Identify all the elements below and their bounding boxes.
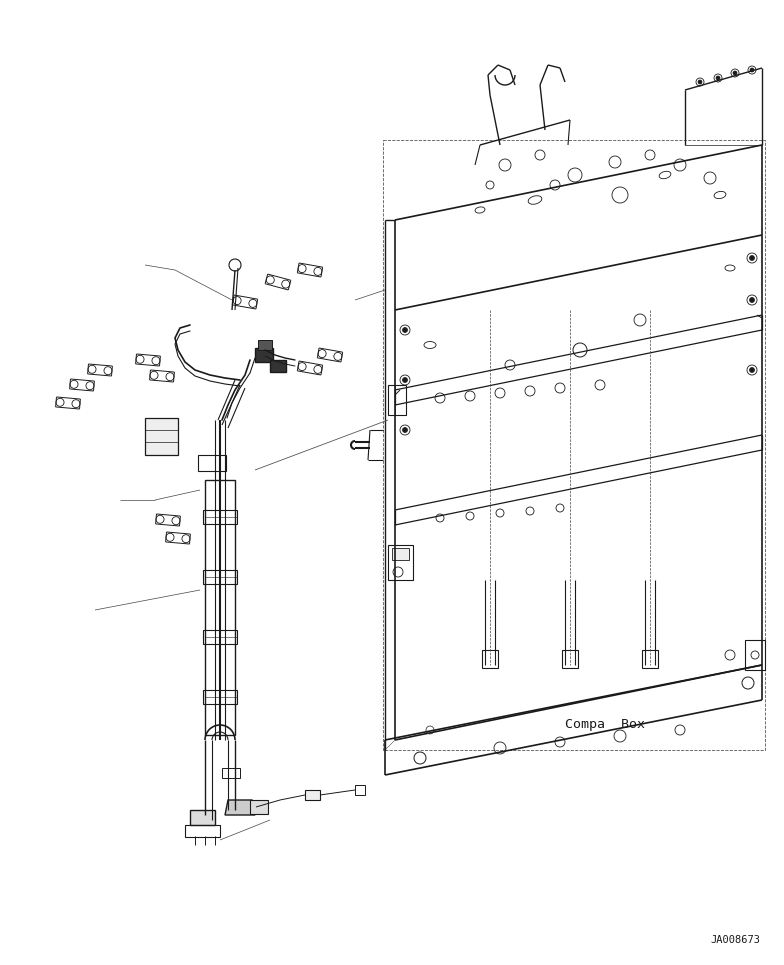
Text: Compa  Box: Compa Box bbox=[565, 718, 645, 731]
Bar bbox=[642, 650, 658, 668]
Bar bbox=[203, 630, 237, 644]
Bar bbox=[305, 790, 320, 800]
Bar bbox=[185, 825, 220, 837]
Circle shape bbox=[402, 427, 408, 432]
Bar bbox=[388, 385, 406, 415]
Circle shape bbox=[750, 68, 754, 72]
Bar bbox=[250, 800, 268, 814]
Circle shape bbox=[750, 256, 754, 261]
Bar bbox=[222, 768, 240, 778]
Bar bbox=[482, 650, 498, 668]
Bar bbox=[383, 140, 765, 750]
Bar bbox=[198, 455, 226, 471]
Circle shape bbox=[698, 80, 702, 84]
Bar bbox=[203, 690, 237, 704]
Bar bbox=[388, 545, 413, 580]
Bar bbox=[745, 640, 765, 670]
Circle shape bbox=[402, 377, 408, 382]
Bar bbox=[562, 650, 578, 668]
Bar bbox=[270, 360, 286, 372]
Text: JA008673: JA008673 bbox=[710, 935, 760, 945]
Circle shape bbox=[750, 368, 754, 372]
Bar bbox=[255, 348, 273, 362]
Polygon shape bbox=[190, 810, 215, 825]
Circle shape bbox=[750, 297, 754, 302]
Bar bbox=[205, 480, 235, 735]
Bar bbox=[203, 510, 237, 524]
Bar bbox=[203, 570, 237, 584]
Polygon shape bbox=[225, 800, 255, 815]
Circle shape bbox=[733, 71, 737, 75]
Bar bbox=[355, 785, 365, 795]
Bar bbox=[258, 340, 272, 350]
Circle shape bbox=[402, 327, 408, 333]
Circle shape bbox=[716, 76, 720, 80]
Polygon shape bbox=[145, 418, 178, 455]
Bar bbox=[392, 548, 409, 560]
